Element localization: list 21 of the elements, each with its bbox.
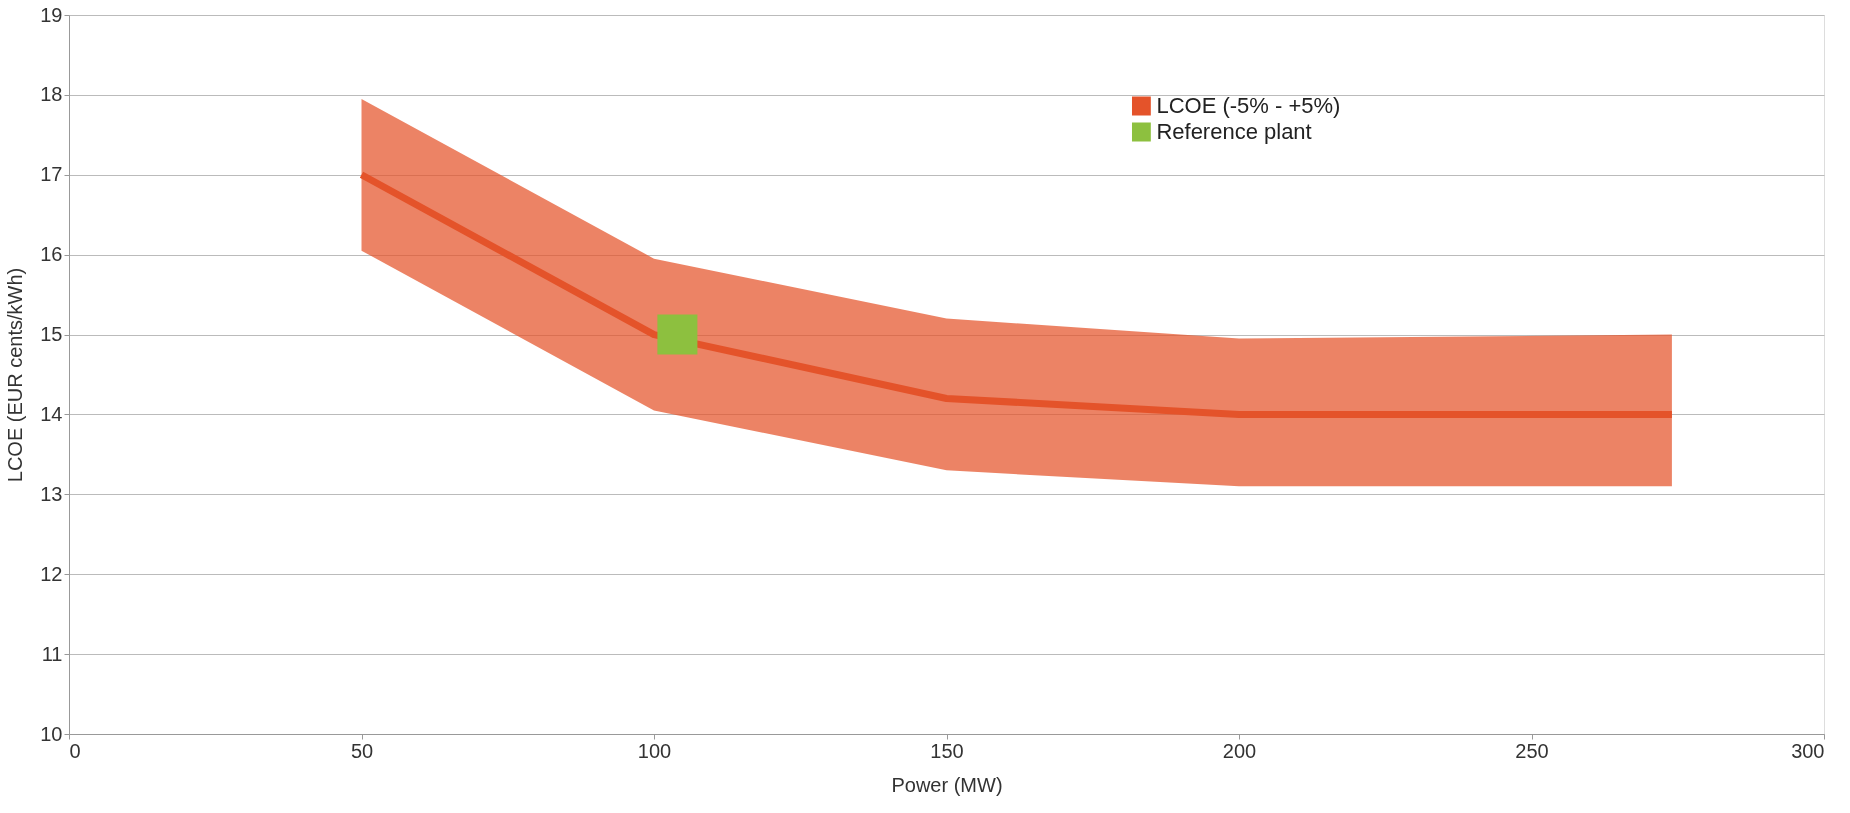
x-tick-label: 0 xyxy=(69,739,81,762)
y-tick-label: 18 xyxy=(40,83,63,106)
x-tick-label: 300 xyxy=(1791,739,1825,762)
y-tick-label: 10 xyxy=(40,722,63,745)
x-tick-label: 100 xyxy=(637,739,672,762)
y-tick-label: 15 xyxy=(40,323,63,346)
y-axis-title: LCOE (EUR cents/kWh) xyxy=(4,267,27,483)
y-tick-label: 13 xyxy=(40,482,63,505)
y-tick-label: 14 xyxy=(40,402,63,425)
x-tick-label: 250 xyxy=(1515,739,1549,762)
y-tick-label: 12 xyxy=(40,562,63,585)
y-tick-label: 17 xyxy=(40,163,63,186)
x-tick-label: 150 xyxy=(930,739,964,762)
x-axis-title: Power (MW) xyxy=(891,773,1003,796)
x-tick-label: 200 xyxy=(1222,739,1257,762)
y-tick-label: 11 xyxy=(41,642,63,665)
y-tick-label: 16 xyxy=(40,243,63,266)
legend-label: Reference plant xyxy=(1156,119,1312,144)
y-tick-label: 19 xyxy=(40,3,63,26)
x-tick-label: 50 xyxy=(350,739,374,762)
legend-label: LCOE (-5% - +5%) xyxy=(1156,93,1341,118)
